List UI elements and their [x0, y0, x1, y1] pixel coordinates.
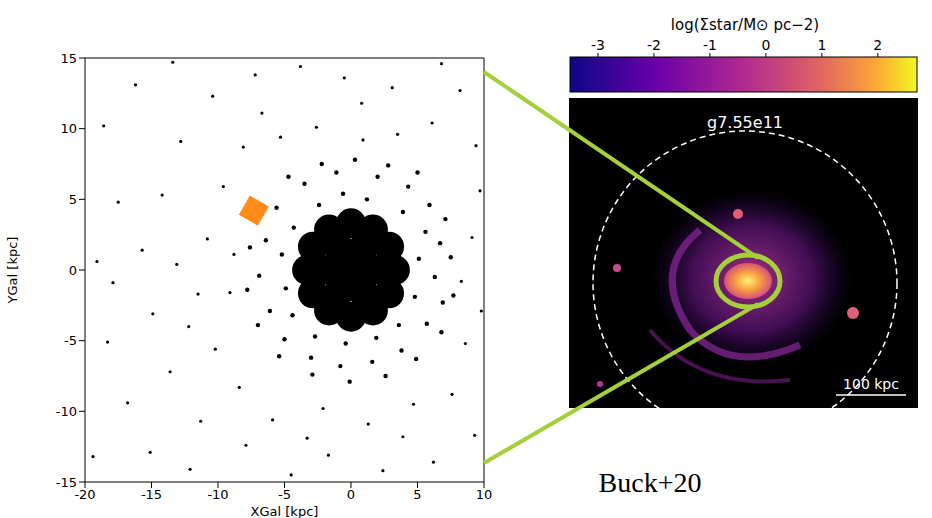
svg-text:-15: -15: [141, 487, 162, 502]
svg-text:10: 10: [476, 487, 493, 502]
svg-text:-15: -15: [56, 475, 77, 490]
svg-text:-2: -2: [647, 37, 661, 53]
svg-text:YGal [kpc]: YGal [kpc]: [5, 237, 20, 305]
svg-text:Buck+20: Buck+20: [599, 467, 702, 498]
svg-text:-20: -20: [74, 487, 95, 502]
svg-text:-5: -5: [64, 333, 77, 348]
svg-text:-10: -10: [207, 487, 228, 502]
svg-text:5: 5: [69, 192, 77, 207]
svg-text:g7.55e11: g7.55e11: [707, 113, 783, 132]
svg-text:-1: -1: [703, 37, 717, 53]
svg-text:10: 10: [60, 121, 77, 136]
svg-text:log(Σstar/M⊙ pc−2): log(Σstar/M⊙ pc−2): [671, 16, 819, 34]
svg-text:100 kpc: 100 kpc: [843, 376, 899, 392]
svg-text:-10: -10: [56, 404, 77, 419]
svg-text:-5: -5: [278, 487, 291, 502]
svg-text:-3: -3: [591, 37, 605, 53]
svg-text:5: 5: [413, 487, 421, 502]
svg-text:2: 2: [873, 37, 882, 53]
svg-text:15: 15: [60, 51, 77, 66]
svg-text:0: 0: [347, 487, 355, 502]
svg-text:0: 0: [761, 37, 770, 53]
svg-text:0: 0: [69, 263, 77, 278]
svg-text:1: 1: [817, 37, 826, 53]
svg-text:XGal [kpc]: XGal [kpc]: [251, 504, 319, 518]
